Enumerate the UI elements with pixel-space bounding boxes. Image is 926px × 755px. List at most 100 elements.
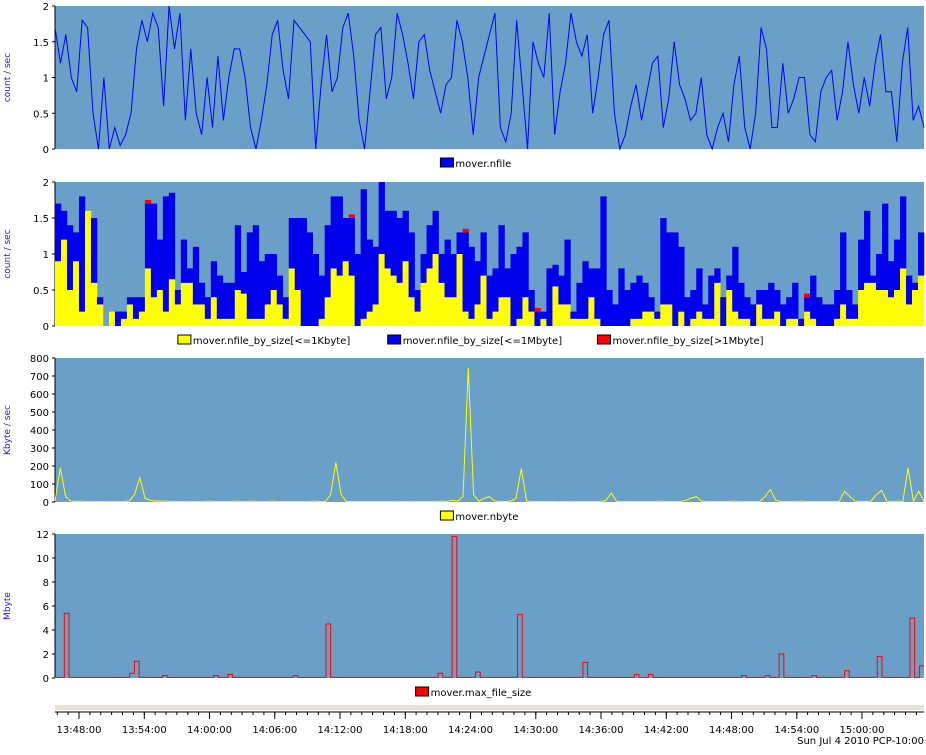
bar-segment (672, 232, 679, 326)
bar-segment (336, 196, 343, 276)
bar-segment (762, 290, 769, 319)
bar-segment (108, 311, 116, 326)
bar-segment (870, 282, 877, 326)
bar-segment (504, 297, 511, 326)
bar-segment (648, 297, 655, 312)
bar-segment (354, 254, 361, 326)
bar-segment (624, 290, 631, 326)
bar-segment (906, 275, 913, 305)
bar-segment (450, 297, 457, 326)
y-axis-title: count / sec (3, 53, 13, 102)
bar-segment (738, 282, 745, 319)
time-tick-label: 14:36:00 (579, 725, 624, 736)
bar-segment (588, 297, 595, 326)
bar-segment (72, 232, 80, 262)
bar-segment (306, 232, 313, 326)
bar-segment (234, 225, 242, 290)
time-tick-label: 13:48:00 (57, 725, 102, 736)
bar-segment (156, 290, 164, 326)
bar-segment (396, 282, 403, 326)
bar-segment (288, 218, 296, 269)
bar-segment (864, 210, 871, 283)
bar-segment (402, 210, 409, 262)
bar-segment (408, 297, 415, 326)
bar-segment (702, 318, 709, 326)
bar-segment (96, 297, 104, 305)
bar-segment (210, 297, 218, 326)
bar-segment (420, 282, 427, 326)
bar-segment (246, 318, 254, 326)
bar-segment (348, 275, 355, 326)
bar-segment (216, 318, 224, 326)
legend-swatch (177, 334, 192, 345)
bar-segment (648, 311, 655, 326)
bar-segment (714, 282, 721, 326)
y-tick-label: 4 (43, 626, 49, 637)
bar-segment (282, 318, 290, 326)
bar-segment (900, 196, 907, 269)
bar-segment (582, 261, 589, 319)
bar-segment (210, 261, 218, 298)
y-tick-label: 0 (43, 145, 49, 156)
bar-segment (198, 282, 206, 305)
bar-segment (576, 282, 583, 319)
bar-segment (714, 268, 721, 283)
time-axis: 13:48:00 13:54:00 14:00:00 14:06:00 14:12:00… (55, 705, 924, 736)
bar-segment (642, 282, 649, 312)
bar-segment (840, 304, 847, 326)
bar-segment (888, 297, 895, 326)
bar-segment (744, 318, 751, 326)
bar-segment (696, 268, 703, 312)
bar-segment (330, 268, 337, 326)
legend: mover.nfile (439, 157, 511, 170)
bar-segment (654, 311, 661, 319)
bar-segment (390, 210, 397, 276)
y-tick-label: 0 (43, 498, 49, 509)
bar-segment (600, 196, 607, 326)
chart-panels: 0 0.5 1 1.5 2 count / sec mover.nfile 0 0.5 1 1.5 2… (3, 2, 925, 699)
bar-segment (666, 232, 673, 305)
bar-segment (456, 254, 463, 326)
y-tick-label: 800 (30, 354, 49, 365)
bar-segment (150, 297, 158, 326)
bar-segment (342, 261, 349, 326)
bar-segment (546, 268, 553, 326)
bar-segment (792, 318, 799, 326)
time-tick-label: 14:30:00 (513, 725, 558, 736)
bar-segment (540, 311, 547, 319)
bar-segment (384, 268, 391, 326)
bar-segment (438, 282, 445, 326)
y-tick-label: 1 (43, 250, 49, 261)
bar-segment (420, 254, 427, 283)
legend-swatch (387, 334, 402, 345)
bar-segment (636, 275, 643, 319)
bar-segment (486, 275, 493, 319)
y-tick-label: 12 (36, 530, 49, 541)
bar-segment (840, 232, 847, 305)
bar-segment (84, 210, 92, 326)
legend-swatch (597, 334, 611, 345)
bar-segment (894, 239, 901, 290)
bar-segment (156, 239, 164, 290)
y-tick-label: 8 (43, 578, 49, 589)
bar-segment (444, 239, 451, 298)
bar-segment (408, 232, 415, 298)
bar-segment (558, 275, 565, 305)
bar-segment (378, 254, 385, 326)
bar-segment (276, 275, 284, 305)
bar-segment (96, 304, 104, 326)
bar-segment (774, 311, 781, 326)
bar-segment (258, 261, 266, 319)
bar-segment (282, 297, 290, 319)
bar-segment (918, 275, 925, 326)
bar-segment (876, 254, 883, 290)
series-line (54, 367, 925, 503)
chart-panel-2: 0 0.5 1 1.5 2 count / sec mover.nfile_by_size[… (3, 178, 925, 347)
y-tick-label: 10 (36, 554, 49, 565)
bar-segment (174, 304, 182, 326)
bar-segment (636, 318, 643, 326)
bar-segment (60, 239, 68, 326)
bar-segment (66, 225, 74, 290)
bar-segment (666, 304, 673, 326)
legend-label: mover.max_file_size (431, 688, 532, 699)
